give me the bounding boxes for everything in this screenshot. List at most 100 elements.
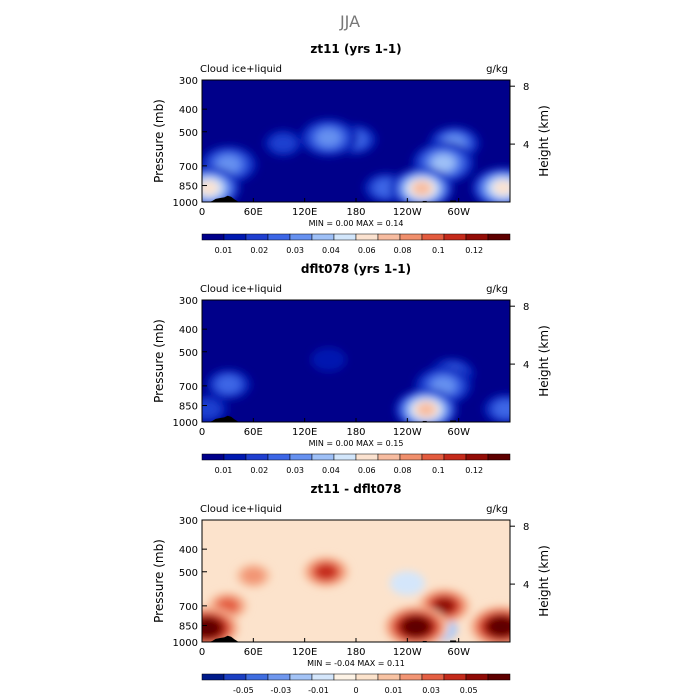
panel-zt11: zt11 (yrs 1-1)Cloud ice+liquid g/kg300400… bbox=[152, 42, 551, 255]
colorbar-swatch bbox=[289, 233, 313, 241]
min-max-stats: MIN = 0.00 MAX = 0.14 bbox=[309, 219, 404, 228]
colorbar-swatch bbox=[355, 453, 379, 461]
colorbar-label: 0.04 bbox=[322, 466, 340, 475]
colorbar-label: 0.04 bbox=[322, 246, 340, 255]
terrain-mexico bbox=[422, 200, 427, 202]
colorbar-swatch bbox=[399, 453, 423, 461]
colorbar-swatch bbox=[355, 233, 379, 241]
field-contour bbox=[406, 619, 426, 635]
colorbar-swatch bbox=[289, 453, 313, 461]
units-label: g/kg bbox=[486, 504, 508, 515]
colorbar-label: 0.06 bbox=[358, 466, 376, 475]
panel-title: zt11 (yrs 1-1) bbox=[310, 42, 401, 56]
field-contour bbox=[494, 400, 510, 418]
field-contour bbox=[270, 133, 297, 153]
colorbar-label: 0.01 bbox=[215, 466, 233, 475]
colorbar-swatch bbox=[223, 673, 247, 681]
colorbar: 0.01 0.02 0.03 0.04 0.06 0.08 0.1 0.12 bbox=[201, 453, 511, 475]
colorbar-swatch bbox=[245, 673, 269, 681]
colorbar-label: 0.01 bbox=[385, 686, 403, 695]
y2-tick-label: 4 bbox=[523, 360, 529, 371]
y-tick-label: 400 bbox=[179, 105, 198, 116]
variable-label: Cloud ice+liquid bbox=[200, 284, 282, 295]
field-plot bbox=[202, 520, 510, 642]
field-contour bbox=[434, 598, 455, 614]
y-tick-label: 700 bbox=[179, 602, 198, 613]
field-contour bbox=[216, 155, 241, 173]
x-tick-label: 120E bbox=[292, 427, 317, 438]
colorbar-label: -0.05 bbox=[233, 686, 254, 695]
colorbar-label: 0.02 bbox=[250, 466, 268, 475]
terrain-andes bbox=[450, 640, 457, 642]
colorbar-swatch bbox=[465, 233, 489, 241]
x-tick-label: 120E bbox=[292, 647, 317, 658]
x-tick-label: 0 bbox=[199, 207, 205, 218]
x-tick-label: 60E bbox=[244, 647, 263, 658]
colorbar-swatch bbox=[267, 673, 291, 681]
variable-label: Cloud ice+liquid bbox=[200, 504, 282, 515]
x-tick-label: 60E bbox=[244, 207, 263, 218]
colorbar-swatch bbox=[465, 453, 489, 461]
colorbar-swatch bbox=[465, 673, 489, 681]
x-tick-label: 60E bbox=[244, 427, 263, 438]
colorbar-swatch bbox=[443, 233, 467, 241]
y-axis-label: Pressure (mb) bbox=[152, 99, 166, 183]
colorbar-swatch bbox=[421, 233, 445, 241]
colorbar-swatch bbox=[443, 673, 467, 681]
colorbar-label: 0.08 bbox=[394, 466, 412, 475]
colorbar-swatch bbox=[311, 453, 335, 461]
colorbar-swatch bbox=[333, 233, 357, 241]
field-plot bbox=[202, 80, 510, 202]
colorbar-swatch bbox=[223, 453, 247, 461]
field-contour bbox=[432, 154, 455, 172]
colorbar-swatch bbox=[201, 673, 225, 681]
x-tick-label: 180 bbox=[346, 647, 365, 658]
terrain-andes bbox=[450, 420, 457, 422]
panel-title: dflt078 (yrs 1-1) bbox=[301, 262, 411, 276]
x-tick-label: 60W bbox=[447, 207, 470, 218]
colorbar-swatch bbox=[377, 233, 401, 241]
x-tick-label: 0 bbox=[199, 427, 205, 438]
field-contour bbox=[241, 567, 266, 585]
colorbar-swatch bbox=[201, 233, 225, 241]
y-tick-label: 1000 bbox=[173, 638, 198, 649]
colorbar-swatch bbox=[443, 453, 467, 461]
x-tick-label: 120W bbox=[393, 427, 422, 438]
field-contour bbox=[311, 347, 347, 372]
x-tick-label: 180 bbox=[346, 427, 365, 438]
x-tick-label: 0 bbox=[199, 647, 205, 658]
field-contour bbox=[315, 564, 337, 580]
field-contour bbox=[202, 399, 221, 419]
colorbar-swatch bbox=[223, 233, 247, 241]
field-contour bbox=[412, 181, 432, 196]
colorbar-label: 0.1 bbox=[432, 466, 445, 475]
colorbar-swatch bbox=[421, 453, 445, 461]
colorbar-label: 0.02 bbox=[250, 246, 268, 255]
units-label: g/kg bbox=[486, 64, 508, 75]
y2-tick-label: 4 bbox=[523, 140, 529, 151]
colorbar-swatch bbox=[245, 453, 269, 461]
colorbar-swatch bbox=[289, 673, 313, 681]
colorbar-swatch bbox=[201, 453, 225, 461]
colorbar-swatch bbox=[377, 673, 401, 681]
colorbar-swatch bbox=[399, 673, 423, 681]
colorbar-swatch bbox=[267, 233, 291, 241]
y2-tick-label: 8 bbox=[523, 82, 529, 93]
y-tick-label: 850 bbox=[179, 622, 198, 633]
field-contour bbox=[216, 375, 241, 393]
field-contour bbox=[202, 620, 217, 636]
field-contour bbox=[389, 571, 425, 596]
field-contour bbox=[316, 129, 341, 147]
field-contour bbox=[491, 619, 510, 635]
colorbar-swatch bbox=[267, 453, 291, 461]
x-tick-label: 120W bbox=[393, 647, 422, 658]
y-tick-label: 850 bbox=[179, 402, 198, 413]
colorbar-swatch bbox=[245, 233, 269, 241]
terrain-africa bbox=[208, 415, 238, 422]
terrain-africa bbox=[208, 635, 238, 642]
x-tick-label: 120W bbox=[393, 207, 422, 218]
field-plot bbox=[202, 300, 510, 422]
colorbar-swatch bbox=[311, 673, 335, 681]
